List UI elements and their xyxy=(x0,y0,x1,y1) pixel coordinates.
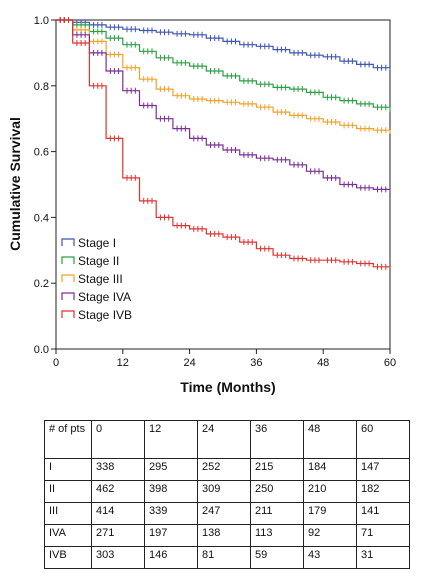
table-cell: IVB xyxy=(44,546,92,569)
y-tick-label: 0.0 xyxy=(34,344,49,356)
x-tick-label: 36 xyxy=(250,357,262,369)
table-cell: 92 xyxy=(303,524,357,547)
x-tick-label: 12 xyxy=(117,357,129,369)
table-row: IVB 303 146 81 59 43 31 xyxy=(44,546,410,569)
legend-label-3: Stage III xyxy=(78,272,123,286)
table-cell: 247 xyxy=(197,502,251,525)
table-cell: 339 xyxy=(144,502,198,525)
x-tick-label: 48 xyxy=(317,357,329,369)
table-header-cell: 12 xyxy=(144,420,198,459)
censor-marks-2 xyxy=(59,17,387,111)
series-line-1 xyxy=(56,19,391,71)
table-header-cell: # of pts xyxy=(44,420,92,459)
table-row: I 338 295 252 215 184 147 xyxy=(44,458,410,481)
table-cell: 398 xyxy=(144,480,198,503)
table-cell: 182 xyxy=(356,480,410,503)
table-cell: 43 xyxy=(303,546,357,569)
legend-swatch-5 xyxy=(61,310,75,318)
table-cell: 295 xyxy=(144,458,198,481)
table-cell: 303 xyxy=(91,546,145,569)
table-cell: 179 xyxy=(303,502,357,525)
legend-label-2: Stage II xyxy=(78,254,119,268)
x-tick-label: 0 xyxy=(53,357,59,369)
table-row: II 462 398 309 250 210 182 xyxy=(44,480,410,503)
table-cell: 271 xyxy=(91,524,145,547)
y-tick-label: 1.0 xyxy=(34,15,49,27)
table-cell: III xyxy=(44,502,92,525)
legend-label-4: Stage IVA xyxy=(78,290,131,304)
legend-swatch-4 xyxy=(61,292,75,300)
table-cell: 138 xyxy=(197,524,251,547)
table-cell: 113 xyxy=(250,524,304,547)
table-header-row: # of pts 0 12 24 36 48 60 xyxy=(44,420,410,459)
patients-at-risk-table: # of pts 0 12 24 36 48 60 I 338 295 252 … xyxy=(44,420,410,569)
table-cell: 146 xyxy=(144,546,198,569)
table-cell: 184 xyxy=(303,458,357,481)
y-axis-title: Cumulative Survival xyxy=(7,117,23,251)
table-cell: 338 xyxy=(91,458,145,481)
plot-frame xyxy=(55,19,391,350)
series-line-3 xyxy=(56,19,391,134)
table-cell: I xyxy=(44,458,92,481)
table-cell: IVA xyxy=(44,524,92,547)
table-row: III 414 339 247 211 179 141 xyxy=(44,502,410,525)
table-cell: 147 xyxy=(356,458,410,481)
legend-swatch-3 xyxy=(61,274,75,282)
y-tick-label: 0.4 xyxy=(34,212,49,224)
table-header-cell: 0 xyxy=(91,420,145,459)
legend-label-1: Stage I xyxy=(78,236,116,250)
series-line-2 xyxy=(56,19,391,113)
table-cell: 250 xyxy=(250,480,304,503)
x-tick-label: 24 xyxy=(183,357,195,369)
censor-marks-1 xyxy=(59,17,387,71)
x-axis-title: Time (Months) xyxy=(180,379,275,395)
table-cell: 71 xyxy=(356,524,410,547)
table-header-cell: 60 xyxy=(356,420,410,459)
table-cell: 414 xyxy=(91,502,145,525)
table-header-cell: 48 xyxy=(303,420,357,459)
table-cell: 211 xyxy=(250,502,304,525)
censor-marks-5 xyxy=(59,17,387,270)
legend-label-5: Stage IVB xyxy=(78,308,132,322)
table-cell: 81 xyxy=(197,546,251,569)
series-line-4 xyxy=(56,19,391,192)
table-cell: 210 xyxy=(303,480,357,503)
table-cell: 197 xyxy=(144,524,198,547)
legend-swatch-2 xyxy=(61,256,75,264)
table-cell: 309 xyxy=(197,480,251,503)
y-tick-label: 0.6 xyxy=(34,147,49,159)
table-cell: II xyxy=(44,480,92,503)
table-header-cell: 24 xyxy=(197,420,251,459)
table-cell: 141 xyxy=(356,502,410,525)
table-row: IVA 271 197 138 113 92 71 xyxy=(44,524,410,547)
legend-swatch-1 xyxy=(61,238,75,246)
y-tick-label: 0.8 xyxy=(34,81,49,93)
table-cell: 215 xyxy=(250,458,304,481)
table-cell: 59 xyxy=(250,546,304,569)
table-header-cell: 36 xyxy=(250,420,304,459)
table-cell: 462 xyxy=(91,480,145,503)
table-cell: 252 xyxy=(197,458,251,481)
survival-chart: Cumulative Survival Time (Months) 0.0 0.2… xyxy=(7,15,396,395)
censor-marks-4 xyxy=(59,17,387,193)
table-cell: 31 xyxy=(356,546,410,569)
y-tick-label: 0.2 xyxy=(34,278,49,290)
x-tick-label: 60 xyxy=(384,357,396,369)
